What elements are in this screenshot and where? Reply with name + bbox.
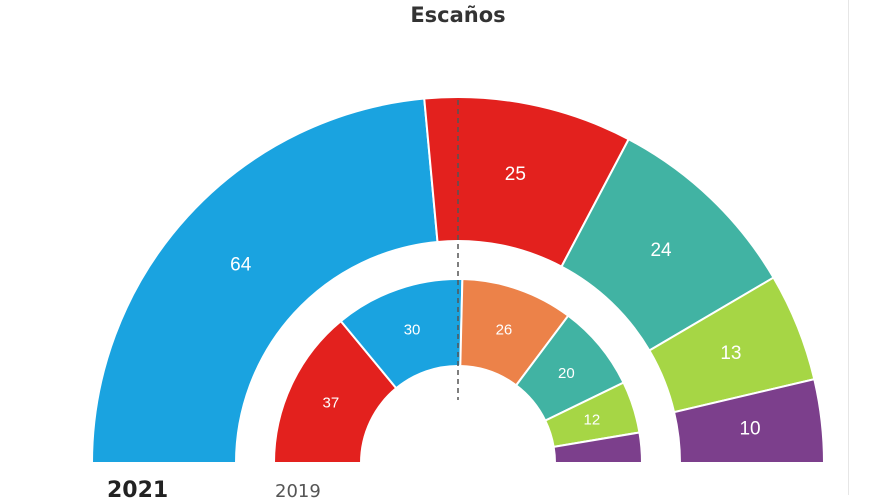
panel-divider xyxy=(848,0,849,495)
seat-label-2021-2: 25 xyxy=(505,164,526,185)
seat-label-2021-3: 24 xyxy=(650,240,672,261)
inner-ring: 37 30 26 20 12 xyxy=(272,278,644,464)
seat-label-2019-3: 26 xyxy=(496,322,513,339)
seat-segment-2019-6 xyxy=(552,431,644,464)
seat-label-2021-4: 13 xyxy=(720,343,741,364)
seat-label-2021-5: 10 xyxy=(739,419,760,440)
seat-segment-2021-5 xyxy=(672,378,826,464)
outer-ring: 64 25 24 13 10 xyxy=(90,96,826,464)
seat-label-2019-4: 20 xyxy=(558,365,575,382)
seat-label-2019-1: 37 xyxy=(323,395,340,412)
seat-segment-2021-1 xyxy=(90,97,439,464)
chart-title: Escaños xyxy=(410,3,506,27)
seat-label-2019-2: 30 xyxy=(404,322,421,339)
ring-label-inner: 2019 xyxy=(275,481,321,502)
ring-label-outer: 2021 xyxy=(107,478,169,503)
seat-label-2021-1: 64 xyxy=(230,254,252,275)
seat-label-2019-5: 12 xyxy=(583,412,600,429)
